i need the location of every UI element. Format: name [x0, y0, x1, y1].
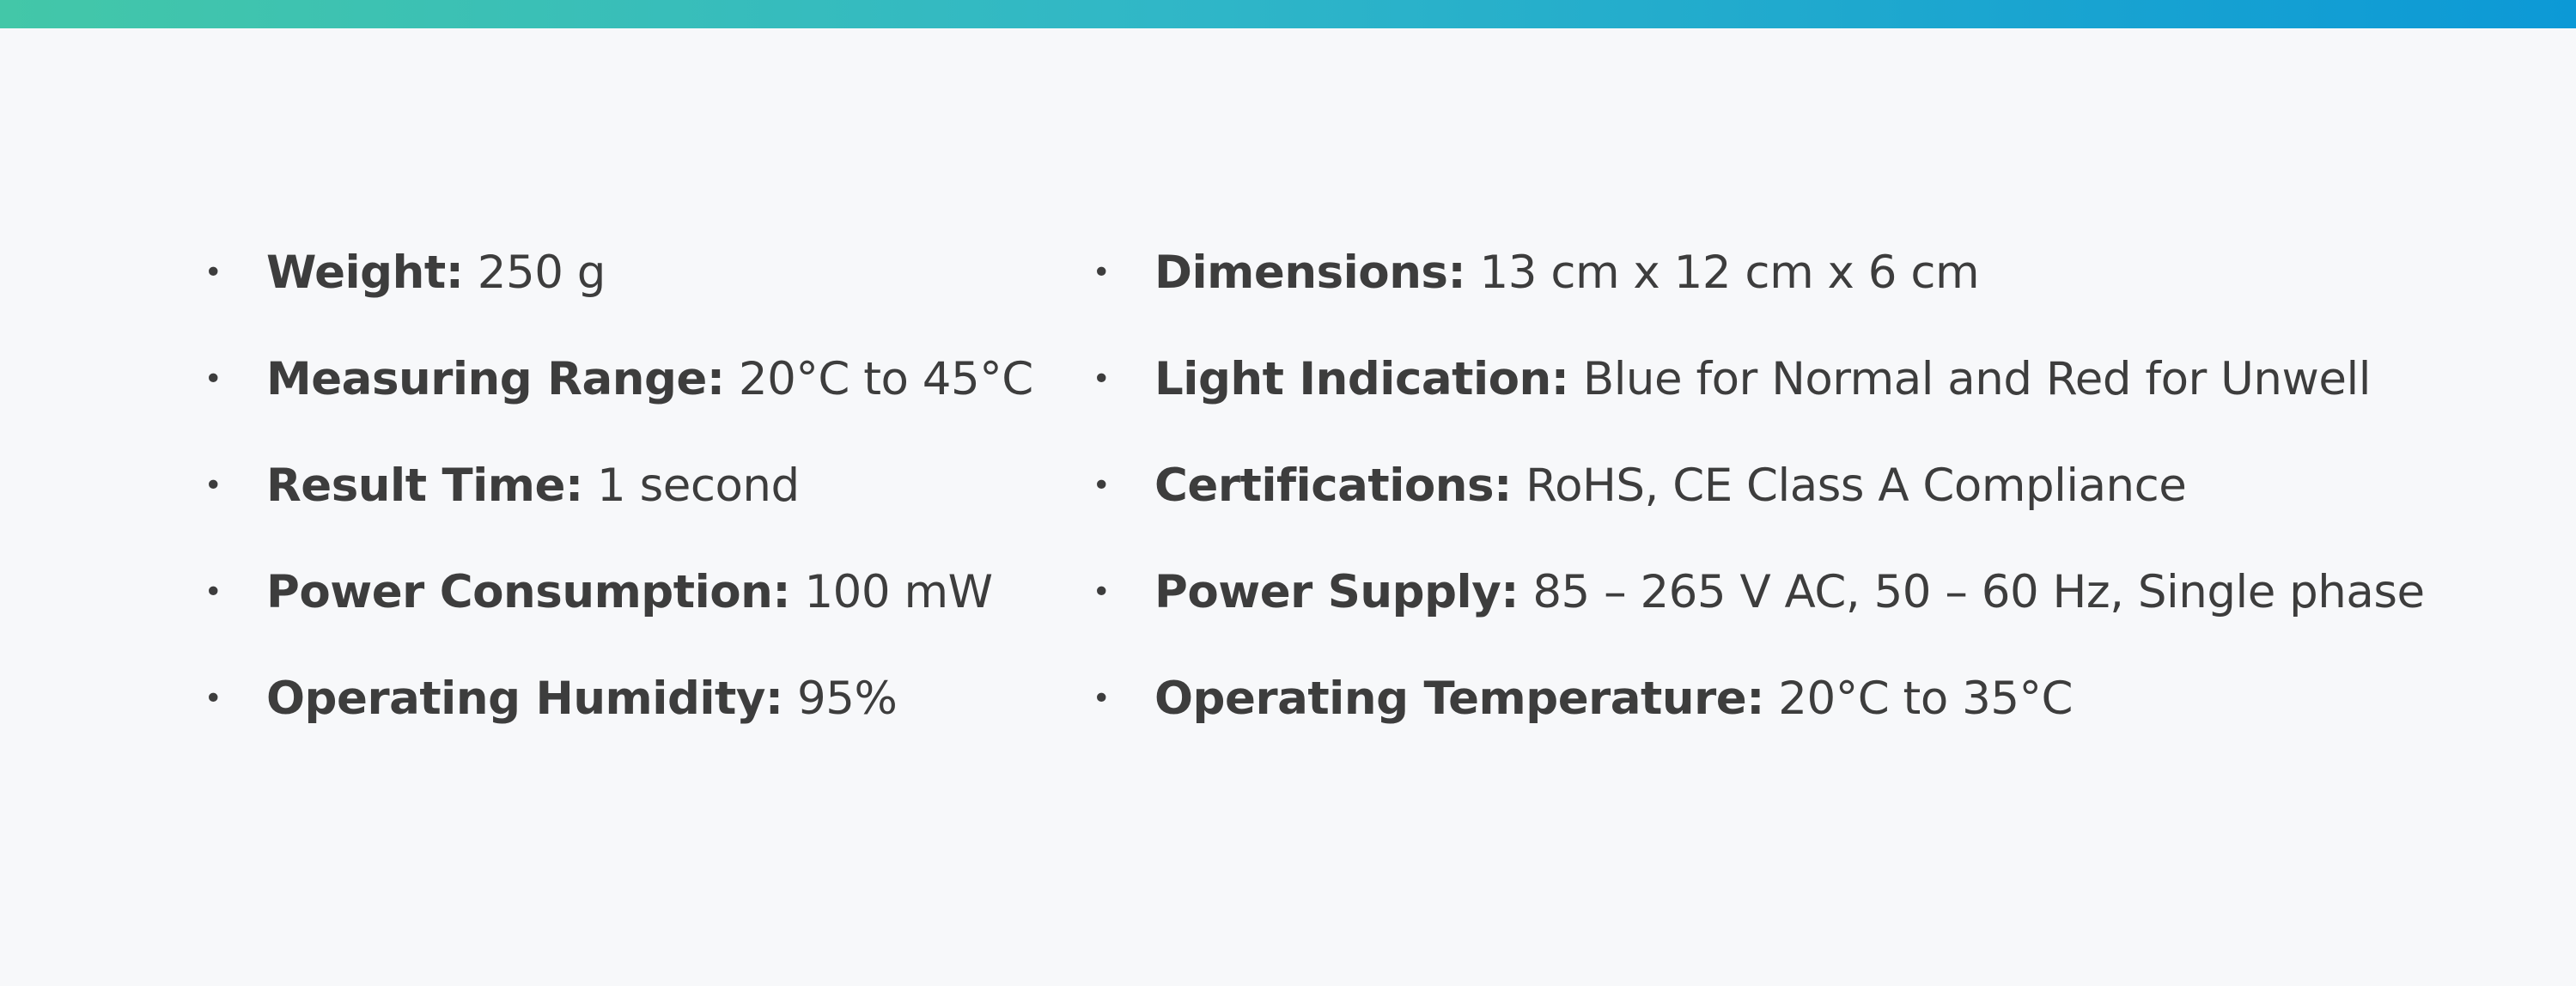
- bullet-icon: •: [1092, 575, 1111, 610]
- spec-label: Weight:: [266, 246, 464, 299]
- spec-label: Result Time:: [266, 460, 583, 512]
- spec-item-power-consumption: • Power Consumption: 100 mW: [203, 539, 1027, 646]
- bullet-icon: •: [1092, 362, 1111, 397]
- spec-value: 85 – 265 V AC, 50 – 60 Hz, Single phase: [1532, 566, 2425, 618]
- spec-item-operating-temperature: • Operating Temperature: 20°C to 35°C: [1091, 646, 2534, 752]
- spec-value: Blue for Normal and Red for Unwell: [1582, 353, 2372, 405]
- spec-value: 20°C to 45°C: [738, 353, 1033, 405]
- bullet-icon: •: [1092, 255, 1111, 290]
- spec-value: 250 g: [477, 246, 606, 299]
- spec-item-dimensions: • Dimensions: 13 cm x 12 cm x 6 cm: [1091, 220, 2534, 326]
- bullet-icon: •: [204, 468, 222, 503]
- bullet-icon: •: [204, 362, 222, 397]
- spec-label: Certifications:: [1154, 460, 1512, 512]
- spec-value: 95%: [797, 673, 898, 725]
- spec-value: 13 cm x 12 cm x 6 cm: [1479, 246, 1980, 299]
- spec-label: Power Supply:: [1154, 566, 1519, 618]
- spec-label: Operating Temperature:: [1154, 673, 1764, 725]
- spec-list-left: • Weight: 250 g • Measuring Range: 20°C …: [203, 220, 1034, 752]
- bullet-icon: •: [1092, 681, 1111, 716]
- spec-item-operating-humidity: • Operating Humidity: 95%: [203, 646, 1027, 752]
- spec-item-measuring-range: • Measuring Range: 20°C to 45°C: [203, 326, 1034, 433]
- bullet-icon: •: [1092, 468, 1111, 503]
- spec-item-certifications: • Certifications: RoHS, CE Class A Compl…: [1091, 433, 2534, 539]
- spec-value: 20°C to 35°C: [1778, 673, 2074, 725]
- bullet-icon: •: [204, 255, 222, 290]
- spec-label: Dimensions:: [1154, 246, 1466, 299]
- spec-value: 1 second: [597, 460, 800, 512]
- spec-label: Operating Humidity:: [266, 673, 783, 725]
- bullet-icon: •: [204, 681, 222, 716]
- spec-item-result-time: • Result Time: 1 second: [203, 433, 1027, 539]
- spec-item-power-supply: • Power Supply: 85 – 265 V AC, 50 – 60 H…: [1091, 539, 2534, 646]
- spec-label: Power Consumption:: [266, 566, 791, 618]
- spec-label: Light Indication:: [1154, 353, 1569, 405]
- spec-value: RoHS, CE Class A Compliance: [1526, 460, 2187, 512]
- top-accent-bar: [0, 0, 2576, 28]
- bullet-icon: •: [204, 575, 222, 610]
- spec-item-light-indication: • Light Indication: Blue for Normal and …: [1091, 326, 2534, 433]
- spec-value: 100 mW: [804, 566, 993, 618]
- spec-label: Measuring Range:: [266, 353, 725, 405]
- spec-item-weight: • Weight: 250 g: [203, 220, 1027, 326]
- spec-list-right: • Dimensions: 13 cm x 12 cm x 6 cm • Lig…: [1091, 220, 2534, 752]
